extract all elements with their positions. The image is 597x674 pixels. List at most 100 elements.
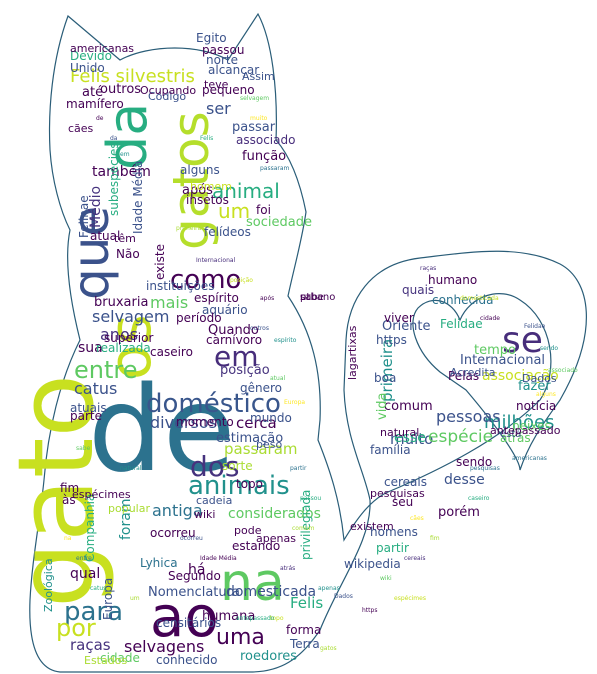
cloud-word: Terra [289, 637, 320, 651]
cloud-word-small: em [120, 151, 130, 158]
cloud-word: felídeos [204, 225, 251, 239]
cloud-word-small: espírito [274, 337, 297, 344]
cloud-word: urbano [300, 292, 335, 303]
cloud-word-small: natural [120, 465, 142, 472]
cloud-word: lagartixas [346, 325, 359, 380]
cloud-word: posição [220, 363, 270, 378]
cloud-word: primeira [378, 339, 396, 402]
cloud-word-small: Felis [200, 135, 213, 142]
cloud-word: sociedade [246, 215, 312, 230]
cloud-word: fim [60, 481, 79, 495]
cloud-word: Felis [290, 594, 323, 612]
cloud-word: da [96, 103, 159, 170]
cloud-word: raças [70, 636, 111, 654]
cloud-word: de [88, 360, 236, 498]
cloud-word-small: Idade Média [200, 555, 237, 562]
cloud-word: atuais [70, 401, 107, 415]
cloud-word-small: Internacional [196, 257, 236, 264]
cloud-word: que [62, 206, 120, 300]
cloud-word: associado [236, 133, 295, 147]
cloud-word-small: sabe [76, 445, 91, 452]
cloud-word: humano [428, 273, 477, 287]
word-layer: degatoosgatosaonaquedadomésticoanimaisdo… [0, 31, 578, 667]
cloud-word: diversos [150, 413, 217, 432]
cloud-word-small: gatos [320, 645, 337, 652]
cloud-word: associação [482, 368, 559, 384]
cloud-word: censitários [156, 616, 221, 630]
cloud-word: forma [286, 623, 321, 637]
cloud-word-small: após [260, 295, 274, 302]
cloud-word: Quando [208, 323, 259, 338]
cloud-word: wikipedia [344, 557, 401, 571]
cloud-word: homens [370, 525, 418, 539]
cloud-word: pesquisas [370, 487, 425, 500]
cloud-word: estimação [216, 431, 283, 446]
cloud-word: espécie [428, 427, 493, 447]
cloud-word: homem [190, 180, 232, 193]
cloud-word-small: apenas [318, 585, 340, 592]
cloud-word-small: alguns [536, 391, 556, 398]
cloud-word: doméstico [146, 389, 281, 419]
cloud-word: Dados [522, 372, 557, 385]
cloud-word: desse [444, 472, 485, 488]
cloud-word: também [92, 164, 151, 180]
cloud-word: mais [150, 293, 188, 312]
cloud-word: Oriente [382, 319, 431, 334]
cloud-word: gênero [240, 381, 282, 395]
cloud-word: peixes [512, 419, 551, 433]
cloud-word: Não [116, 247, 140, 261]
cloud-word-small: da [110, 135, 118, 142]
cloud-word: pode [234, 524, 262, 537]
cloud-word: esse [394, 430, 426, 446]
cloud-word: estando [232, 539, 280, 553]
cloud-word: foi [256, 203, 271, 217]
cloud-word-small: selvagem [240, 95, 269, 102]
cloud-word: Código [148, 90, 186, 103]
cloud-word: sendo [456, 455, 492, 469]
cloud-word: às [62, 493, 76, 507]
cloud-word: Idade Média [131, 161, 145, 234]
cloud-word-small: antepassado [236, 615, 275, 622]
cloud-word-small: americanas [512, 455, 547, 462]
cloud-word: função [242, 149, 286, 164]
cloud-word-small: partir [290, 465, 307, 472]
cloud-word: Europa [101, 578, 115, 620]
cloud-word: antiga [152, 501, 203, 520]
cloud-word: existe [153, 244, 167, 280]
cloud-word-small: na [64, 535, 72, 542]
cloud-word: espécimes [72, 488, 131, 501]
cloud-word: mundo [250, 411, 292, 425]
cloud-word-small: posição [230, 277, 253, 284]
cloud-word-small: wiki [380, 575, 392, 582]
cloud-word: notícia [516, 399, 556, 413]
cloud-word: superior [104, 331, 153, 345]
cloud-word: Médio [88, 186, 104, 228]
cloud-word: norte [206, 53, 238, 67]
cloud-word: está [500, 428, 521, 440]
cloud-word: passaram [224, 440, 298, 458]
cloud-word: momento [176, 415, 234, 429]
cloud-word: selvagens [124, 637, 204, 656]
cloud-word: carnívoro [206, 333, 262, 347]
cloud-word: um [218, 199, 250, 223]
cloud-word: existem [350, 520, 394, 533]
cloud-word: Companhia [83, 494, 97, 562]
cloud-word: Felis silvestris [70, 66, 195, 87]
cloud-word: Felidae [440, 317, 483, 331]
cloud-word: espírito [194, 291, 239, 305]
cloud-word: considerados [228, 506, 321, 522]
cloud-word: comum [384, 399, 433, 414]
cloud-word-small: primeira [176, 225, 202, 232]
cloud-word-small: atual [270, 375, 286, 382]
cloud-word: domesticada [226, 584, 316, 600]
cloud-word: quais [402, 283, 434, 297]
cloud-word: humana [202, 609, 255, 624]
cloud-word: em [214, 340, 259, 373]
cloud-word: Devido [70, 49, 112, 63]
cloud-word-small: muito [250, 115, 268, 122]
cloud-word: Internacional [460, 353, 545, 368]
cloud-word: peso [256, 438, 282, 451]
cloud-word-small: outros [250, 325, 269, 332]
